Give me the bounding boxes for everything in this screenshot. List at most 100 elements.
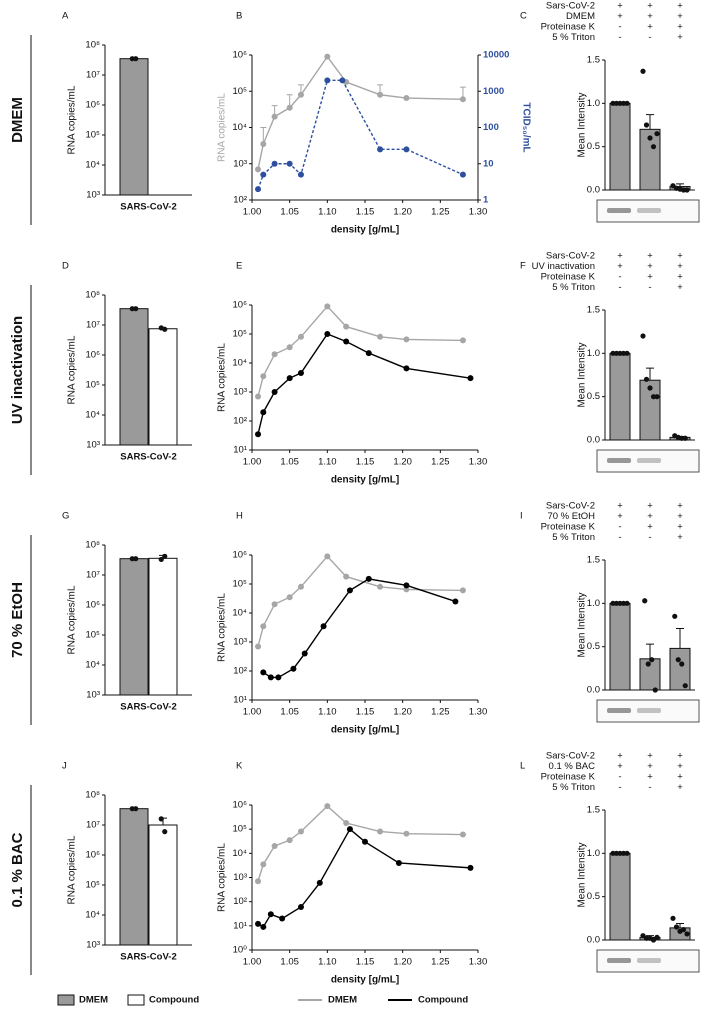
y-tick-label: 10³	[86, 440, 100, 451]
data-point	[403, 95, 410, 102]
x-tick-label: 1.20	[393, 707, 412, 718]
condition-sign: -	[618, 282, 621, 293]
condition-sign: +	[647, 272, 653, 283]
y-tick-label: 10⁶	[233, 50, 248, 61]
condition-sign: +	[647, 261, 653, 272]
condition-sign: -	[648, 32, 651, 43]
data-point	[647, 385, 653, 391]
bar	[119, 558, 149, 696]
y-axis-label: RNA copies/mL	[217, 93, 228, 162]
y-tick-label: 10³	[233, 872, 247, 883]
data-point	[654, 131, 660, 137]
data-point	[673, 924, 680, 930]
y-tick-label: 1.5	[587, 305, 600, 316]
blot-band	[637, 458, 661, 463]
data-point	[650, 144, 657, 150]
data-point	[343, 573, 350, 580]
y-tick-label: 1.0	[587, 348, 600, 359]
condition-sign: +	[677, 501, 683, 512]
blot-band	[637, 708, 661, 713]
condition-label: Sars-CoV-2	[546, 751, 595, 762]
x-tick-label: 1.20	[393, 207, 412, 218]
data-point	[684, 187, 690, 193]
condition-sign: -	[618, 272, 621, 283]
x-tick-label: 1.30	[469, 457, 488, 468]
y-tick-label: 1.0	[587, 848, 600, 859]
x-axis-label: density [g/mL]	[331, 725, 399, 736]
data-point	[267, 911, 274, 918]
y2-tick-label: 10000	[483, 50, 509, 61]
series-line	[257, 555, 463, 647]
y-tick-label: 10⁸	[85, 790, 100, 801]
condition-sign: +	[617, 501, 623, 512]
y-tick-label: 10⁵	[85, 380, 100, 391]
data-point	[452, 598, 459, 605]
x-tick-label: 1.10	[318, 707, 337, 718]
x-tick-label: 1.00	[243, 707, 262, 718]
data-point	[362, 838, 368, 845]
data-point	[286, 160, 293, 167]
data-point	[377, 146, 384, 153]
panel-letter: J	[62, 761, 67, 772]
data-point	[297, 828, 304, 835]
x-tick-label: 1.15	[356, 707, 375, 718]
y-tick-label: 10⁷	[86, 570, 101, 581]
data-point	[640, 68, 646, 74]
data-point	[459, 96, 466, 103]
condition-label: Proteinase K	[541, 522, 596, 533]
x-tick-label: 1.30	[469, 957, 488, 968]
y-tick-label: 10³	[86, 690, 100, 701]
legend-label: Compound	[149, 995, 199, 1006]
condition-sign: +	[647, 22, 653, 33]
data-point	[365, 575, 372, 582]
condition-sign: +	[617, 11, 623, 22]
y2-tick-label: 10	[483, 158, 494, 169]
data-point	[133, 556, 139, 562]
blot-band	[607, 458, 631, 463]
x-tick-label: 1.00	[243, 207, 262, 218]
condition-sign: +	[617, 1, 623, 12]
x-tick-label: 1.05	[280, 957, 299, 968]
y-axis-label: RNA copies/mL	[217, 843, 228, 912]
y-axis-label: RNA copies/mL	[67, 335, 78, 404]
condition-sign: -	[618, 522, 621, 533]
panel-letter: F	[520, 261, 526, 272]
row-label: 0.1 % BAC	[9, 832, 26, 907]
y2-tick-label: 100	[483, 122, 499, 133]
data-point	[297, 171, 304, 178]
data-point	[395, 859, 402, 866]
panel-letter: A	[62, 11, 69, 22]
data-point	[290, 665, 297, 672]
data-point	[260, 923, 267, 930]
y-tick-label: 10⁰	[233, 945, 248, 956]
y-tick-label: 10⁴	[232, 122, 247, 133]
y-tick-label: 10³	[86, 940, 100, 951]
data-point	[255, 393, 262, 400]
y-tick-label: 10¹	[233, 920, 247, 931]
data-point	[255, 878, 262, 885]
condition-sign: +	[647, 1, 653, 12]
series-line	[257, 333, 471, 435]
data-point	[275, 674, 282, 681]
y-tick-label: 10⁷	[86, 70, 101, 81]
y-tick-label: 0.0	[587, 435, 600, 446]
data-point	[271, 160, 278, 167]
data-point	[645, 661, 651, 667]
series-line	[257, 305, 463, 397]
series-line	[262, 578, 456, 679]
data-point	[162, 829, 168, 835]
y-axis-label: Mean Intensity	[577, 592, 588, 657]
y-axis-label: RNA copies/mL	[67, 835, 78, 904]
data-point	[459, 337, 466, 344]
data-point	[158, 816, 164, 822]
condition-sign: +	[677, 751, 683, 762]
y-tick-label: 10³	[233, 387, 247, 398]
condition-sign: +	[647, 11, 653, 22]
row-label: UV inactivation	[9, 316, 26, 424]
y-tick-label: 10⁴	[85, 410, 100, 421]
x-tick-label: 1.20	[393, 457, 412, 468]
y-tick-label: 0.5	[587, 891, 600, 902]
legend-swatch	[127, 994, 145, 1006]
x-tick-label: 1.20	[393, 957, 412, 968]
y-axis-label: Mean Intensity	[577, 92, 588, 157]
